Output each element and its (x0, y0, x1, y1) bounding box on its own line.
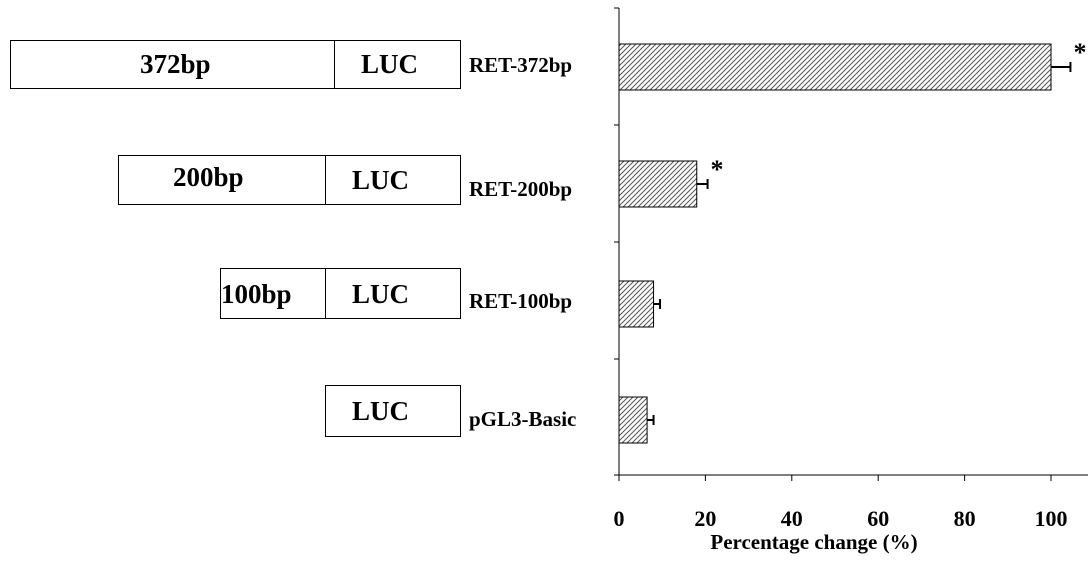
x-tick-labels: 0 20 40 60 80 100 (614, 506, 1068, 531)
x-tick-label: 100 (1035, 506, 1068, 531)
bar-ret-200bp (618, 160, 698, 208)
segment-label-372bp: 372bp (140, 49, 211, 79)
luc-label: LUC (352, 279, 410, 309)
x-tick-label: 40 (781, 506, 803, 531)
bar-ret-100bp (618, 280, 655, 328)
construct-divider (325, 155, 326, 205)
bar-ret-372bp (618, 43, 1052, 91)
bar-pgl3-basic (618, 396, 648, 444)
construct-box-100bp (220, 268, 461, 319)
significance-marker: * (1073, 38, 1086, 67)
x-tick-label: 60 (867, 506, 889, 531)
x-tick-label: 20 (694, 506, 716, 531)
x-axis-label: Percentage change (%) (710, 530, 917, 554)
segment-label-100bp: 100bp (221, 279, 292, 309)
row-label-ret-100bp: RET-100bp (469, 289, 573, 313)
segment-label-200bp: 200bp (173, 162, 244, 192)
luc-label: LUC (352, 165, 410, 195)
chart-bars: ** (618, 38, 1086, 444)
construct-box-372bp (10, 40, 461, 89)
row-label-ret-200bp: RET-200bp (469, 177, 573, 201)
construct-box-basic (325, 385, 461, 437)
construct-box-200bp (118, 155, 461, 205)
construct-divider (325, 268, 326, 319)
significance-marker: * (711, 155, 724, 184)
luc-label: LUC (352, 396, 410, 426)
construct-divider (334, 40, 335, 89)
x-tick-label: 0 (614, 506, 625, 531)
luc-label: LUC (361, 49, 419, 79)
row-label-ret-372bp: RET-372bp (469, 53, 573, 77)
row-label-pgl3-basic: pGL3-Basic (469, 407, 577, 431)
x-tick-label: 80 (954, 506, 976, 531)
